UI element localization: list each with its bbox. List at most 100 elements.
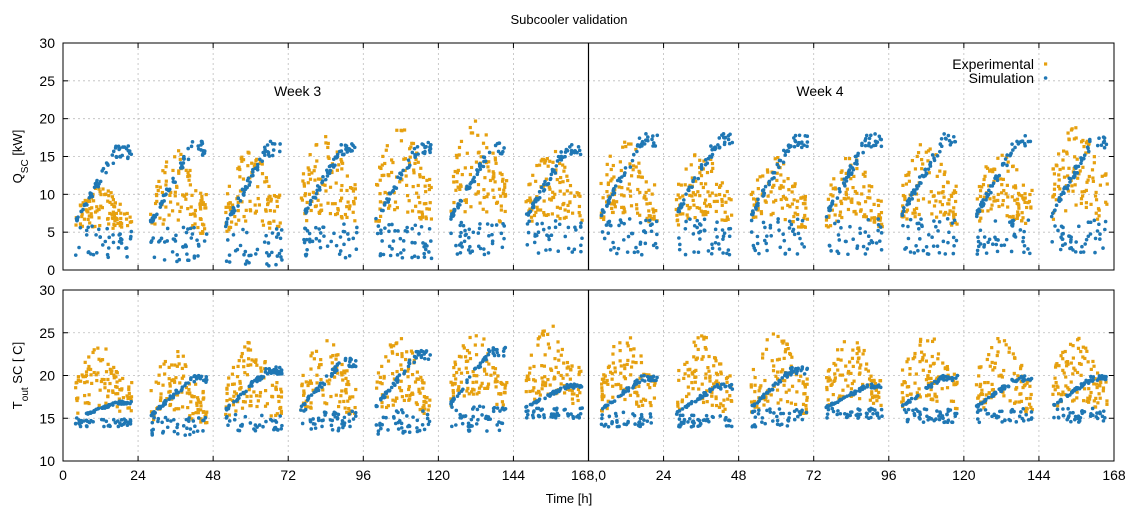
experimental-point — [677, 193, 680, 196]
experimental-point — [327, 155, 330, 158]
experimental-point — [503, 186, 506, 189]
simulation-point — [993, 235, 997, 239]
simulation-point — [128, 402, 132, 406]
experimental-point — [709, 205, 712, 208]
simulation-point — [342, 222, 346, 226]
experimental-point — [999, 177, 1002, 180]
simulation-point — [938, 251, 942, 255]
experimental-point — [117, 209, 120, 212]
experimental-point — [920, 167, 923, 170]
experimental-point — [195, 404, 198, 407]
simulation-point — [266, 143, 270, 147]
experimental-point — [947, 213, 950, 216]
simulation-point — [695, 219, 699, 223]
simulation-point — [308, 203, 312, 207]
simulation-point — [487, 234, 491, 238]
simulation-point — [579, 221, 583, 225]
simulation-point — [547, 182, 551, 186]
simulation-point — [125, 255, 129, 259]
experimental-point — [1013, 199, 1016, 202]
simulation-point — [710, 242, 714, 246]
experimental-point — [836, 348, 839, 351]
simulation-point — [641, 140, 645, 144]
experimental-point — [408, 385, 411, 388]
experimental-point — [940, 163, 943, 166]
experimental-point — [178, 381, 181, 384]
simulation-point — [128, 151, 132, 155]
experimental-point — [353, 202, 356, 205]
simulation-point — [1083, 242, 1087, 246]
experimental-point — [791, 385, 794, 388]
simulation-point — [478, 365, 482, 369]
simulation-point — [633, 422, 637, 426]
simulation-point — [606, 231, 610, 235]
simulation-point — [542, 189, 546, 193]
experimental-point — [116, 405, 119, 408]
experimental-point — [165, 180, 168, 183]
experimental-point — [400, 352, 403, 355]
simulation-point — [727, 138, 731, 142]
simulation-point — [805, 367, 809, 371]
experimental-point — [954, 191, 957, 194]
simulation-point — [301, 422, 305, 426]
experimental-point — [526, 375, 529, 378]
experimental-point — [694, 381, 697, 384]
experimental-point — [723, 219, 726, 222]
experimental-point — [250, 358, 253, 361]
experimental-point — [310, 209, 313, 212]
simulation-point — [917, 227, 921, 231]
simulation-point — [354, 411, 358, 415]
experimental-point — [236, 365, 239, 368]
experimental-point — [572, 392, 575, 395]
simulation-point — [458, 413, 462, 417]
simulation-point — [754, 415, 758, 419]
experimental-point — [492, 175, 495, 178]
experimental-point — [477, 151, 480, 154]
simulation-point — [1069, 240, 1073, 244]
experimental-point — [621, 146, 624, 149]
simulation-point — [802, 143, 806, 147]
experimental-point — [460, 381, 463, 384]
experimental-point — [926, 375, 929, 378]
experimental-point — [485, 133, 488, 136]
simulation-point — [416, 145, 420, 149]
simulation-point — [236, 248, 240, 252]
simulation-point — [689, 402, 693, 406]
experimental-point — [231, 383, 234, 386]
experimental-point — [400, 355, 403, 358]
experimental-point — [713, 200, 716, 203]
experimental-point — [199, 192, 202, 195]
experimental-point — [772, 364, 775, 367]
simulation-point — [349, 358, 353, 362]
simulation-point — [97, 407, 101, 411]
simulation-point — [452, 208, 456, 212]
experimental-point — [485, 210, 488, 213]
experimental-point — [756, 178, 759, 181]
experimental-point — [566, 189, 569, 192]
y-tick-label: 5 — [47, 224, 55, 240]
simulation-point — [407, 361, 411, 365]
experimental-point — [626, 342, 629, 345]
simulation-point — [684, 405, 688, 409]
experimental-point — [406, 211, 409, 214]
experimental-point — [703, 202, 706, 205]
simulation-point — [344, 256, 348, 260]
simulation-point — [603, 237, 607, 241]
experimental-point — [573, 195, 576, 198]
simulation-point — [709, 144, 713, 148]
simulation-point — [871, 412, 875, 416]
simulation-point — [95, 251, 99, 255]
simulation-point — [607, 425, 611, 429]
experimental-point — [535, 164, 538, 167]
simulation-point — [771, 388, 775, 392]
simulation-point — [314, 390, 318, 394]
experimental-point — [324, 135, 327, 138]
experimental-point — [266, 402, 269, 405]
experimental-point — [612, 164, 615, 167]
simulation-point — [186, 258, 190, 262]
experimental-point — [202, 223, 205, 226]
experimental-point — [430, 217, 433, 220]
experimental-point — [765, 348, 768, 351]
simulation-point — [640, 413, 644, 417]
experimental-point — [612, 345, 615, 348]
